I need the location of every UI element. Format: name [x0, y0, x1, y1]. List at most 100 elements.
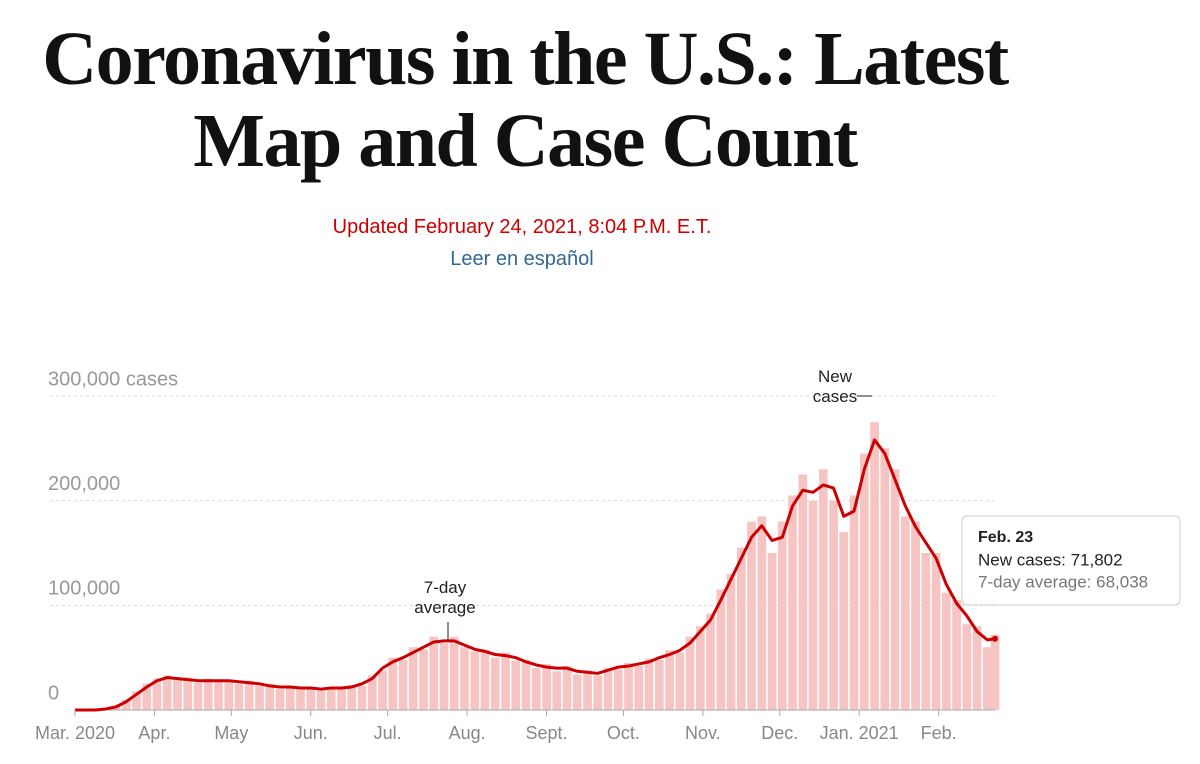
bar [378, 670, 387, 710]
x-tick-label: Dec. [761, 723, 798, 743]
bar [900, 516, 910, 710]
language-link[interactable]: Leer en español [450, 248, 594, 270]
bar [347, 684, 357, 710]
y-tick-label: 0 [48, 682, 59, 704]
bar [613, 669, 623, 710]
bar [675, 652, 685, 710]
bar [695, 626, 705, 710]
bar [788, 495, 797, 710]
bar [747, 521, 756, 710]
bar [911, 521, 920, 710]
tooltip-line: 7-day average: 68,038 [978, 572, 1148, 591]
bar [511, 660, 521, 710]
bar [859, 453, 869, 710]
bar [501, 652, 510, 710]
bar [388, 657, 398, 710]
annotation: New cases [812, 367, 858, 406]
bar [798, 474, 808, 710]
bar [337, 689, 346, 710]
bar [603, 668, 613, 710]
bar [829, 500, 838, 710]
bar [685, 636, 695, 710]
bar [634, 666, 644, 710]
x-tick-label: Feb. [921, 723, 957, 743]
bar [890, 469, 900, 710]
bar [542, 663, 551, 710]
bar [624, 662, 633, 710]
bar [531, 668, 541, 710]
bar [972, 626, 982, 710]
x-tick-label: Sept. [526, 723, 568, 743]
bar [449, 636, 459, 710]
bar [921, 553, 931, 710]
bar [849, 495, 859, 710]
hover-dot [992, 635, 998, 642]
tooltip [961, 515, 1181, 606]
bar [552, 671, 562, 710]
bar [706, 613, 715, 710]
bar [326, 686, 336, 710]
bar [982, 647, 992, 710]
bar [736, 547, 746, 710]
bar [275, 689, 285, 710]
bar [255, 685, 264, 710]
bar [767, 553, 777, 710]
tooltip-title: Feb. 23 [978, 529, 1033, 546]
bar [224, 679, 234, 710]
bar [203, 678, 213, 710]
bar [234, 683, 244, 710]
bar [593, 675, 603, 710]
bar [265, 683, 275, 710]
bar [716, 589, 726, 710]
x-tick-label: Jun. [294, 723, 328, 743]
bar [439, 643, 449, 710]
tooltip-line: New cases: 71,802 [978, 550, 1123, 569]
line [75, 438, 996, 712]
headline: Coronavirus in the U.S.: Latest Map and … [42, 17, 1009, 183]
bar [654, 659, 664, 710]
bar [870, 422, 879, 710]
bar [952, 600, 961, 710]
bar [429, 636, 439, 710]
bar [665, 650, 674, 710]
bar [408, 647, 418, 710]
bar [839, 532, 849, 710]
bar [941, 592, 951, 710]
bar [562, 666, 572, 710]
x-tick-label: Jul. [374, 723, 402, 743]
bar [152, 678, 162, 710]
updated-time: Updated February 24, 2021, 8:04 P.M. E.T… [332, 216, 712, 238]
bar [367, 675, 377, 710]
x-tick-label: May [214, 723, 248, 743]
bar [726, 573, 736, 710]
bar [306, 686, 316, 710]
bar [644, 658, 654, 710]
bar [296, 689, 305, 710]
bar [173, 679, 182, 710]
bar [162, 675, 172, 710]
bar [357, 685, 367, 710]
bar [398, 659, 408, 710]
bar [244, 680, 254, 710]
y-tick-label: 100,000 [48, 578, 120, 600]
x-tick-label: Nov. [685, 723, 721, 743]
bar [583, 670, 592, 710]
bar [183, 677, 193, 710]
bar [757, 516, 767, 710]
bar [490, 657, 500, 710]
bar [285, 685, 295, 710]
bar [808, 500, 818, 710]
bar [480, 649, 490, 710]
bar [990, 634, 1000, 710]
annotation: 7-day average [414, 578, 476, 617]
x-tick-label: Jan. 2021 [820, 723, 899, 743]
bar [316, 690, 326, 710]
bar [880, 448, 890, 710]
y-tick-label: 200,000 [48, 473, 120, 495]
bar [470, 651, 480, 710]
x-tick-label: Mar. 2020 [35, 723, 115, 743]
bar [460, 647, 469, 710]
bar [214, 681, 223, 710]
